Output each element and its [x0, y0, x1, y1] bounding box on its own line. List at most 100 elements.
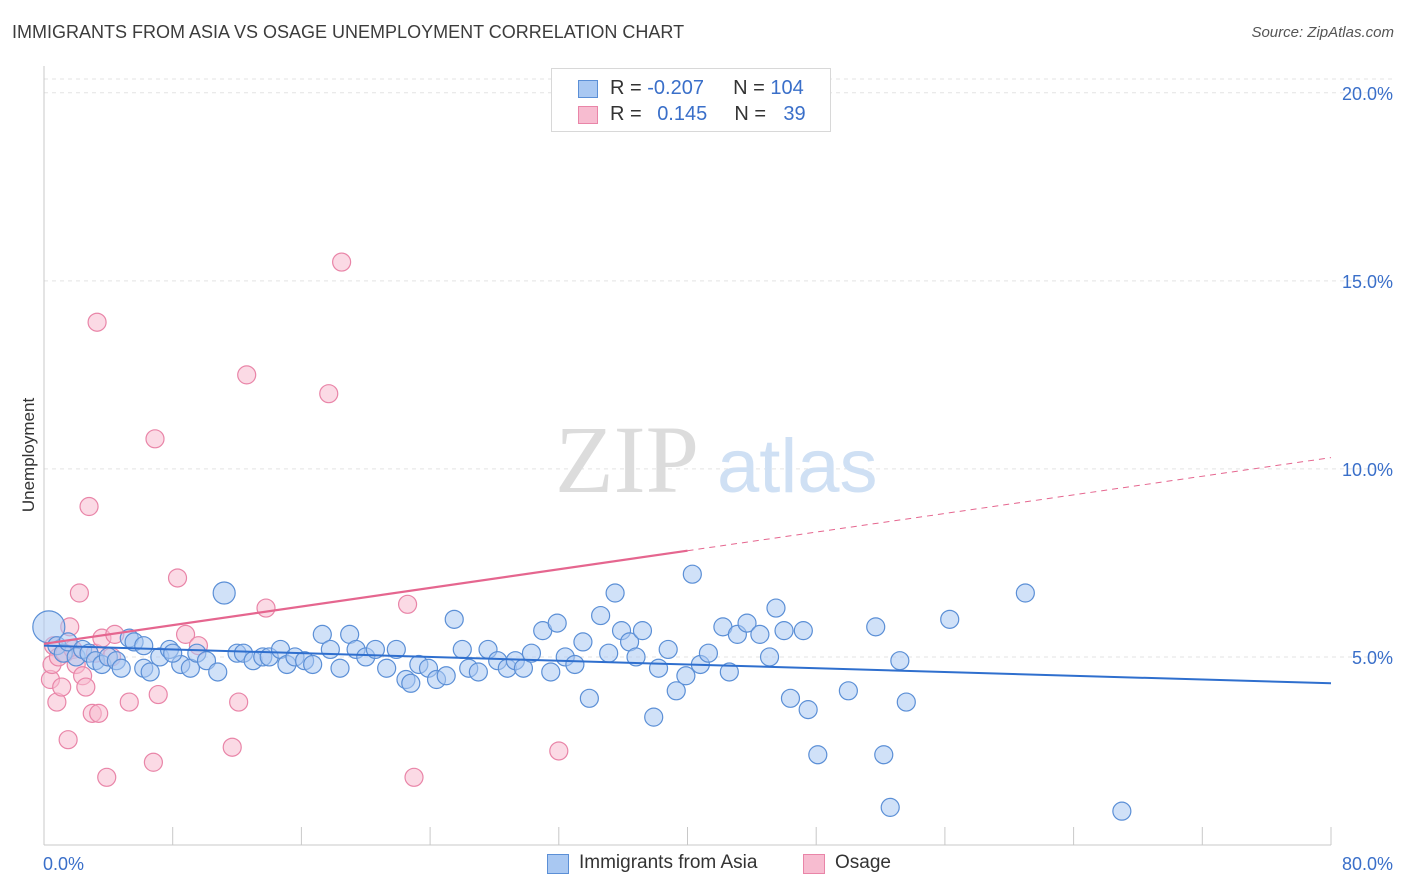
asia-points — [32, 564, 1132, 821]
data-point — [312, 624, 332, 644]
data-point — [89, 703, 109, 723]
data-point — [798, 700, 818, 720]
data-point — [666, 681, 686, 701]
data-point — [880, 797, 900, 817]
data-point — [87, 312, 107, 332]
legend-swatch-blue — [578, 80, 598, 98]
axes — [43, 66, 1332, 846]
data-point — [222, 737, 242, 757]
legend-r-value: -0.207 — [647, 77, 704, 99]
data-point — [97, 767, 117, 787]
data-point — [698, 643, 719, 663]
data-point — [237, 365, 257, 385]
data-point — [386, 639, 406, 660]
data-point — [468, 662, 488, 682]
data-point — [332, 252, 352, 272]
y-tick-label: 20.0% — [1342, 84, 1393, 104]
data-point — [766, 598, 786, 618]
data-point — [436, 666, 456, 686]
y-tick-labels: 5.0% 10.0% 15.0% 20.0% — [1342, 84, 1393, 668]
data-point — [330, 658, 350, 678]
trend-lines — [43, 457, 1332, 685]
data-point — [397, 594, 418, 614]
data-point — [541, 662, 561, 682]
bottom-swatch-blue — [547, 854, 569, 874]
data-point — [579, 688, 599, 708]
legend-n-value: 104 — [770, 77, 804, 99]
correlation-legend: R = -0.207 N = 104 R = 0.145 N = 39 — [551, 68, 831, 132]
data-point — [119, 692, 139, 712]
legend-n-label: N = — [733, 77, 771, 99]
data-point — [808, 745, 828, 765]
data-point — [163, 643, 183, 663]
data-point — [377, 658, 397, 678]
data-point — [145, 429, 165, 449]
legend-swatch-pink — [578, 106, 598, 124]
data-point — [303, 654, 323, 675]
data-point — [599, 643, 619, 663]
data-point — [591, 605, 611, 626]
y-tick-label: 10.0% — [1342, 460, 1393, 480]
data-point — [404, 767, 424, 787]
data-point — [632, 621, 653, 641]
data-point — [940, 609, 960, 629]
data-point — [208, 662, 228, 682]
data-point — [212, 581, 236, 605]
bottom-swatch-pink — [803, 854, 825, 874]
data-point — [320, 639, 340, 660]
data-point — [838, 681, 858, 701]
data-point — [737, 613, 757, 633]
trend-line-osage — [43, 549, 688, 645]
data-point — [780, 688, 801, 708]
data-point — [648, 658, 669, 678]
data-point — [521, 643, 542, 663]
legend-r-value: 0.145 — [657, 103, 708, 125]
bottom-legend-label: Immigrants from Asia — [579, 852, 758, 873]
data-point — [140, 662, 160, 682]
data-point — [452, 639, 472, 660]
data-point — [549, 741, 569, 761]
data-point — [658, 639, 678, 660]
data-point — [565, 654, 585, 675]
data-point — [229, 692, 249, 712]
osage-points — [40, 252, 569, 787]
legend-row-asia: R = -0.207 N = 104 — [552, 75, 830, 101]
data-point — [605, 583, 625, 603]
data-point — [682, 564, 702, 584]
data-point — [111, 658, 131, 678]
data-point — [759, 647, 780, 667]
source-label: Source: ZipAtlas.com — [1251, 24, 1394, 41]
watermark-atlas: atlas — [717, 424, 878, 509]
data-point — [79, 496, 99, 517]
data-point — [58, 730, 78, 750]
data-point — [319, 384, 339, 404]
data-point — [774, 621, 794, 641]
legend-row-osage: R = 0.145 N = 39 — [552, 101, 830, 127]
legend-n-value: 39 — [783, 103, 806, 125]
data-point — [547, 613, 567, 633]
data-point — [890, 651, 910, 671]
x-tick-label-max: 80.0% — [1342, 854, 1393, 874]
data-point — [573, 632, 593, 652]
data-point — [750, 624, 770, 644]
data-point — [148, 684, 168, 705]
data-point — [134, 636, 154, 656]
data-point — [365, 639, 386, 660]
y-tick-label: 15.0% — [1342, 272, 1393, 292]
y-axis-title: Unemployment — [19, 398, 38, 513]
data-point — [874, 745, 894, 765]
data-point — [719, 662, 739, 682]
trend-line-osage-extrapolated — [687, 457, 1332, 552]
data-point — [1015, 583, 1035, 603]
data-point — [793, 621, 813, 641]
data-point — [256, 598, 276, 618]
data-point — [1112, 801, 1132, 821]
data-point — [167, 568, 188, 588]
watermark-zip: ZIP — [555, 406, 699, 513]
data-point — [644, 707, 664, 727]
x-tick-label-min: 0.0% — [43, 854, 84, 874]
data-point — [76, 677, 96, 697]
data-point — [866, 617, 886, 637]
data-point — [143, 752, 163, 772]
